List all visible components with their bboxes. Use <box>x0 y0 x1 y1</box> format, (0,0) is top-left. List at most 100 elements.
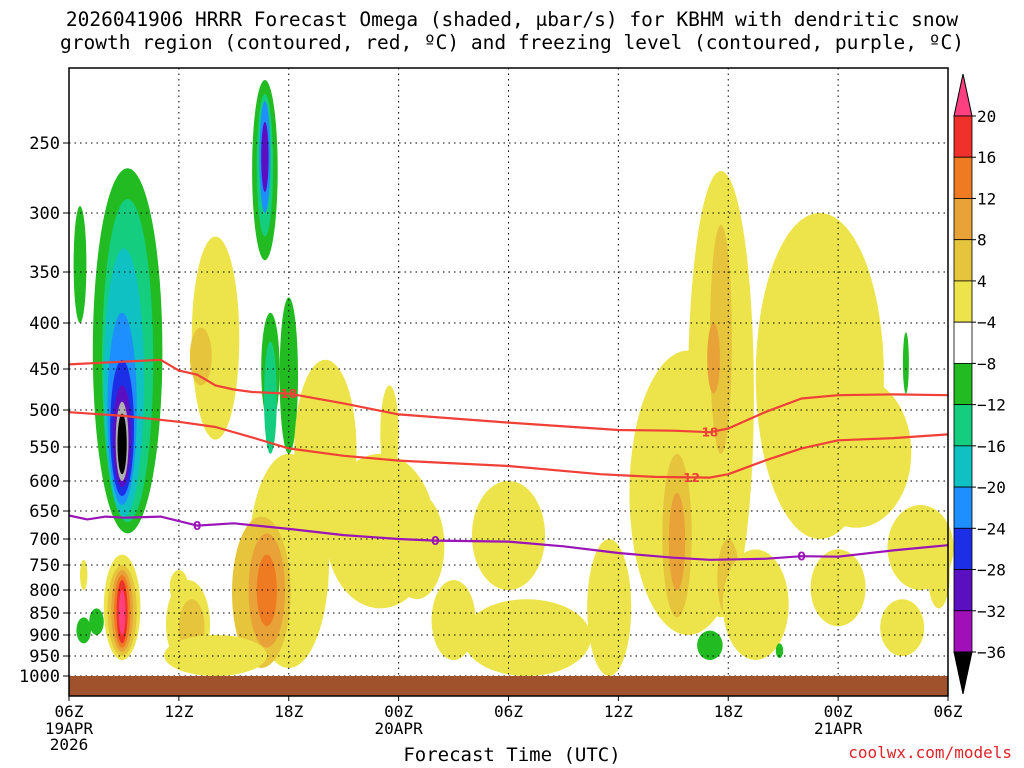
y-tick-label-650: 650 <box>29 502 60 522</box>
omega-shade-8 <box>117 413 127 475</box>
colorbar-segment-7 <box>953 404 973 447</box>
colorbar-label-1: 16 <box>977 148 996 167</box>
colorbar-label-6: −8 <box>977 354 996 373</box>
colorbar-segment-10 <box>953 527 973 570</box>
omega-shade-54 <box>880 599 925 656</box>
omega-shade-39 <box>462 599 591 676</box>
x-tick-label-12: 18Z <box>274 702 303 721</box>
contour-label-0-2: 0 <box>797 550 805 564</box>
omega-shade-23 <box>76 617 91 644</box>
x-tick-label-24: 06Z <box>494 702 523 721</box>
colorbar-segment-9 <box>953 486 973 529</box>
x-tick-label-36: 18Z <box>714 702 743 721</box>
y-tick-label-250: 250 <box>29 134 60 154</box>
colorbar-segment-12 <box>953 610 973 653</box>
colorbar-legend: 20 16 12 8 4 −4 −8 −12 −16 −20 −24 −28 −32 −36 <box>953 73 1006 695</box>
colorbar-label-12: −32 <box>977 602 1006 621</box>
omega-shade-30 <box>256 554 277 627</box>
contour-label--12-0: 12 <box>683 471 700 485</box>
omega-shade-52 <box>810 549 866 627</box>
colorbar-label-2: 12 <box>977 189 996 208</box>
omega-shade-58 <box>775 643 784 658</box>
x-tick-label-30: 12Z <box>604 702 633 721</box>
y-tick-label-600: 600 <box>29 472 60 492</box>
colorbar-bottom-arrow <box>953 651 973 695</box>
contour-label-0-1: 0 <box>431 534 439 548</box>
x-axis-label: Forecast Time (UTC) <box>403 744 621 766</box>
colorbar-label-11: −28 <box>977 561 1006 580</box>
omega-shade-57 <box>902 332 909 394</box>
colorbar-segment-1 <box>953 156 973 199</box>
colorbar-segment-3 <box>953 239 973 282</box>
omega-shade-59 <box>80 559 88 591</box>
x-tick-label-42: 00Z <box>824 702 853 721</box>
x-tick-sublabel-0-0: 19APR <box>45 719 94 738</box>
contour-label-0-0: 0 <box>193 519 201 533</box>
omega-shade-47 <box>668 493 686 590</box>
y-tick-label-850: 850 <box>29 604 60 624</box>
contour-label--18-0: 18 <box>280 387 297 401</box>
omega-shade-51 <box>722 549 789 660</box>
x-tick-sublabel-0-1: 2026 <box>50 735 89 754</box>
colorbar-segment-6 <box>953 362 973 406</box>
colorbar-segment-2 <box>953 198 973 241</box>
y-tick-label-1000: 1000 <box>19 667 60 687</box>
colorbar-top-arrow <box>953 73 973 117</box>
y-tick-label-400: 400 <box>29 314 60 334</box>
omega-shade-45 <box>707 323 720 394</box>
colorbar-label-8: −16 <box>977 437 1006 456</box>
y-tick-label-350: 350 <box>29 263 60 283</box>
colorbar-label-7: −12 <box>977 396 1006 415</box>
colorbar-label-4: 4 <box>977 272 987 291</box>
colorbar-segment-8 <box>953 445 973 488</box>
y-tick-label-300: 300 <box>29 204 60 224</box>
contour-layer: 18 18 12 0 0 0 <box>68 358 949 564</box>
contour-label--18-1: 18 <box>702 426 719 440</box>
omega-shade-56 <box>697 630 723 660</box>
colorbar-label-9: −20 <box>977 478 1006 497</box>
ground-surface <box>69 676 948 696</box>
colorbar-label-3: 8 <box>977 231 987 250</box>
omega-shade-0 <box>73 206 87 323</box>
x-tick-label-48: 06Z <box>934 702 963 721</box>
y-tick-label-450: 450 <box>29 360 60 380</box>
contour-line-0 <box>68 514 949 561</box>
colorbar-label-5: −4 <box>977 313 996 332</box>
y-tick-label-500: 500 <box>29 401 60 421</box>
omega-shading-layer <box>73 80 954 676</box>
y-tick-label-750: 750 <box>29 556 60 576</box>
omega-shade-21 <box>118 590 126 635</box>
y-tick-label-900: 900 <box>29 626 60 646</box>
omega-shade-13 <box>279 297 298 454</box>
source-credit[interactable]: coolwx.com/models <box>848 743 1012 762</box>
colorbar-segment-4 <box>953 280 973 323</box>
y-axis: 2503003504004505005506006507007508008509… <box>19 134 69 687</box>
omega-shade-34 <box>164 635 267 676</box>
omega-shade-15 <box>264 341 277 454</box>
x-tick-label-18: 00Z <box>384 702 413 721</box>
omega-shade-37 <box>380 385 399 482</box>
omega-shade-22 <box>89 608 104 635</box>
x-tick-sublabel-42-0: 21APR <box>814 719 863 738</box>
colorbar-label-10: −24 <box>977 519 1006 538</box>
omega-shade-40 <box>431 580 476 660</box>
terrain-surface-layer <box>69 676 948 696</box>
y-tick-label-700: 700 <box>29 530 60 550</box>
omega-shade-36 <box>389 492 445 600</box>
colorbar-segment-5 <box>953 321 973 364</box>
y-tick-label-550: 550 <box>29 438 60 458</box>
omega-shade-12 <box>261 122 269 192</box>
omega-shade-41 <box>587 539 632 676</box>
colorbar-segment-0 <box>953 115 973 158</box>
y-tick-label-800: 800 <box>29 581 60 601</box>
omega-shade-55 <box>927 539 950 609</box>
x-tick-sublabel-18-0: 20APR <box>375 719 424 738</box>
x-tick-label-6: 12Z <box>164 702 193 721</box>
colorbar-label-13: −36 <box>977 643 1006 662</box>
omega-shade-33 <box>169 570 189 604</box>
chart-title-line-1: 2026041906 HRRR Forecast Omega (shaded, … <box>65 8 959 31</box>
contour-line--18 <box>68 358 949 434</box>
y-tick-label-950: 950 <box>29 647 60 667</box>
omega-shade-50 <box>801 377 912 528</box>
